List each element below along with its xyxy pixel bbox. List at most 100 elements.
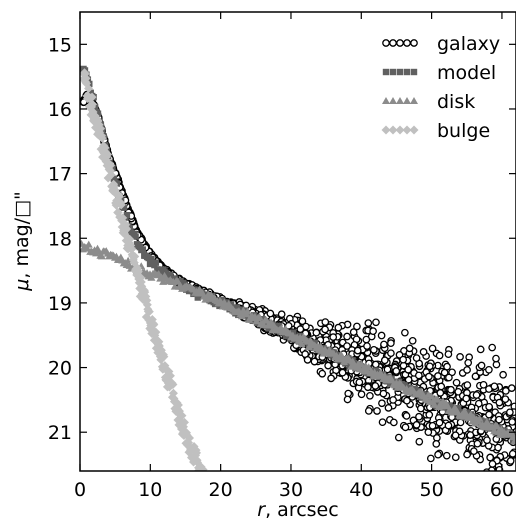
- data-point: [197, 475, 206, 484]
- data-point: [377, 331, 386, 340]
- data-point: [120, 204, 128, 211]
- data-point: [471, 372, 480, 381]
- data-point: [433, 394, 442, 402]
- data-point: [96, 124, 106, 134]
- data-point: [167, 271, 174, 279]
- data-point: [208, 503, 217, 512]
- data-point: [147, 273, 156, 281]
- data-point: [364, 319, 373, 327]
- data-point: [479, 380, 488, 389]
- plot-frame: [79, 11, 516, 472]
- data-point: [369, 327, 377, 335]
- data-point: [97, 133, 107, 143]
- data-point: [168, 379, 178, 389]
- data-point: [378, 418, 387, 427]
- legend-marker: [410, 39, 418, 47]
- data-point: [114, 192, 124, 202]
- data-point: [399, 355, 408, 364]
- data-point: [192, 448, 202, 458]
- y-tick-label: 21: [48, 422, 72, 444]
- data-point: [425, 410, 434, 419]
- data-point: [447, 385, 455, 394]
- data-point: [312, 328, 321, 337]
- data-point: [179, 417, 189, 427]
- data-point: [415, 437, 424, 446]
- data-point: [205, 502, 214, 511]
- data-point: [506, 457, 515, 465]
- data-point: [177, 411, 187, 421]
- data-point: [424, 428, 433, 436]
- data-point: [206, 505, 215, 514]
- legend-marker: [402, 125, 412, 135]
- legend: galaxy model disk bulge: [381, 33, 500, 142]
- legend-label: galaxy: [437, 33, 500, 55]
- data-point: [384, 404, 393, 412]
- data-point: [122, 224, 132, 234]
- data-point: [296, 325, 305, 334]
- data-point: [508, 418, 516, 426]
- data-point: [371, 382, 380, 390]
- x-tick-label: 60: [490, 479, 514, 501]
- data-point: [402, 412, 411, 420]
- data-point: [165, 371, 175, 381]
- data-point: [130, 251, 140, 261]
- data-point: [486, 453, 494, 462]
- data-point: [387, 349, 395, 358]
- data-point: [499, 370, 507, 379]
- data-point: [207, 503, 216, 512]
- data-point: [198, 465, 208, 471]
- data-point: [372, 318, 380, 327]
- data-point: [196, 477, 205, 486]
- data-point: [443, 401, 452, 409]
- data-point: [466, 431, 475, 439]
- data-point: [425, 362, 434, 371]
- data-point: [445, 373, 453, 382]
- data-point: [444, 350, 453, 359]
- x-tick-label: 30: [279, 479, 303, 501]
- series-bulge: [80, 68, 218, 523]
- data-point: [321, 318, 330, 326]
- data-point: [472, 391, 481, 399]
- data-point: [392, 367, 401, 375]
- legend-marker: [389, 39, 397, 47]
- data-point: [495, 398, 504, 407]
- data-point: [493, 422, 502, 430]
- x-tick-label: 40: [349, 479, 373, 501]
- data-point: [485, 410, 493, 419]
- data-point: [463, 381, 472, 389]
- data-point: [127, 244, 137, 254]
- data-point: [148, 255, 155, 263]
- legend-label: bulge: [437, 120, 490, 142]
- data-point: [209, 514, 218, 523]
- data-point: [412, 354, 421, 362]
- data-point: [442, 451, 451, 460]
- legend-item-disk: disk: [382, 91, 475, 113]
- data-point: [444, 421, 453, 430]
- data-point: [84, 240, 93, 248]
- data-point: [159, 352, 169, 362]
- data-point: [353, 346, 362, 355]
- x-tick-label: 50: [420, 479, 444, 501]
- data-point: [454, 405, 462, 412]
- data-point: [434, 450, 442, 459]
- data-point: [462, 482, 468, 488]
- data-point: [460, 407, 469, 415]
- data-point: [297, 339, 306, 347]
- data-point: [425, 372, 433, 381]
- data-point: [133, 266, 143, 276]
- data-point: [123, 212, 131, 219]
- data-point: [125, 234, 135, 244]
- legend-marker: [409, 125, 419, 135]
- y-tick-label: 20: [48, 358, 72, 380]
- data-point: [432, 440, 441, 448]
- data-point: [84, 84, 94, 94]
- legend-label: model: [437, 62, 496, 84]
- data-point: [389, 396, 397, 404]
- data-point: [495, 415, 503, 424]
- data-point: [198, 475, 207, 484]
- data-point: [303, 356, 312, 364]
- x-tick-label: 0: [74, 479, 86, 501]
- data-point: [329, 333, 338, 341]
- data-point: [87, 89, 94, 96]
- data-point: [512, 434, 516, 442]
